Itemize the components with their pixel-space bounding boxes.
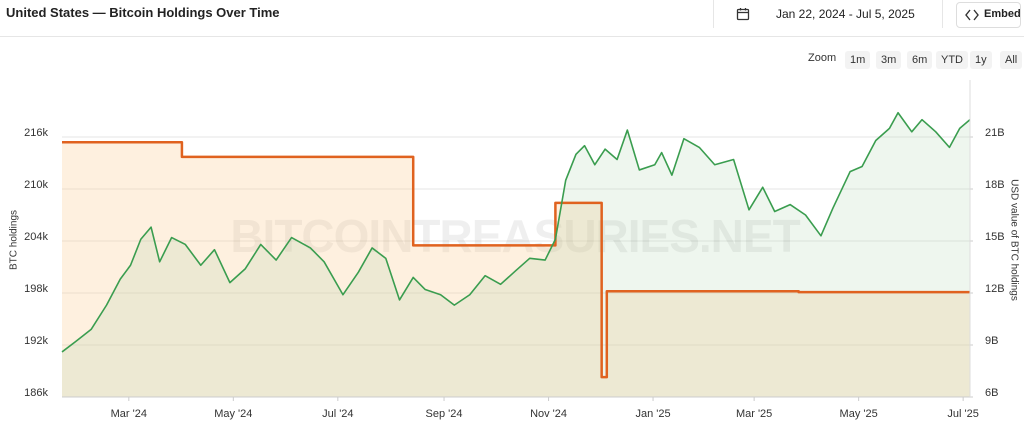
x-tick-label: Nov '24 [530, 408, 567, 420]
y-tick-label: 192k [24, 335, 48, 347]
page-title: United States — Bitcoin Holdings Over Ti… [6, 5, 280, 20]
header-bar: United States — Bitcoin Holdings Over Ti… [0, 0, 1024, 37]
y-tick-label: 198k [24, 283, 48, 295]
y-tick-label: 210k [24, 179, 48, 191]
y-axis-title: BTC holdings [9, 210, 20, 270]
y-tick-label: 204k [24, 231, 48, 243]
embed-label: Embed [984, 8, 1021, 20]
zoom-button[interactable]: 3m [876, 51, 902, 69]
zoom-button[interactable]: 6m [907, 51, 933, 69]
embed-icon [965, 9, 979, 21]
area [62, 112, 970, 397]
y2-tick-label: 21B [985, 127, 1005, 139]
y-tick-label: 216k [24, 127, 48, 139]
line [62, 140, 970, 379]
x-tick-label: Jul '25 [947, 408, 978, 420]
x-tick-label: May '25 [840, 408, 878, 420]
embed-button[interactable]: Embed [956, 2, 1021, 28]
date-range-picker[interactable]: Jan 22, 2024 - Jul 5, 2025 [713, 0, 943, 28]
y2-tick-label: 15B [985, 231, 1005, 243]
y2-tick-label: 9B [985, 335, 998, 347]
x-tick-label: Jan '25 [635, 408, 670, 420]
zoom-button[interactable]: 1m [845, 51, 871, 69]
calendar-icon [736, 8, 750, 21]
y2-tick-label: 12B [985, 283, 1005, 295]
y2-axis-title: USD value of BTC holdings [1008, 179, 1019, 301]
line [61, 111, 971, 353]
y2-tick-label: 6B [985, 387, 998, 399]
y-tick-label: 186k [24, 387, 48, 399]
date-range: Jan 22, 2024 - Jul 5, 2025 [776, 7, 915, 21]
x-tick-label: Jul '24 [322, 408, 353, 420]
x-tick-label: May '24 [214, 408, 252, 420]
y2-tick-label: 18B [985, 179, 1005, 191]
zoom-label: Zoom [808, 52, 837, 64]
zoom-button[interactable]: All [1000, 51, 1023, 69]
x-tick-label: Mar '24 [111, 408, 147, 420]
watermark: BITCOINTREASURIES.NET [230, 210, 800, 262]
zoom-button[interactable]: 1y [970, 51, 992, 69]
zoom-button[interactable]: YTD [936, 51, 968, 69]
x-tick-label: Sep '24 [426, 408, 463, 420]
x-tick-label: Mar '25 [736, 408, 772, 420]
